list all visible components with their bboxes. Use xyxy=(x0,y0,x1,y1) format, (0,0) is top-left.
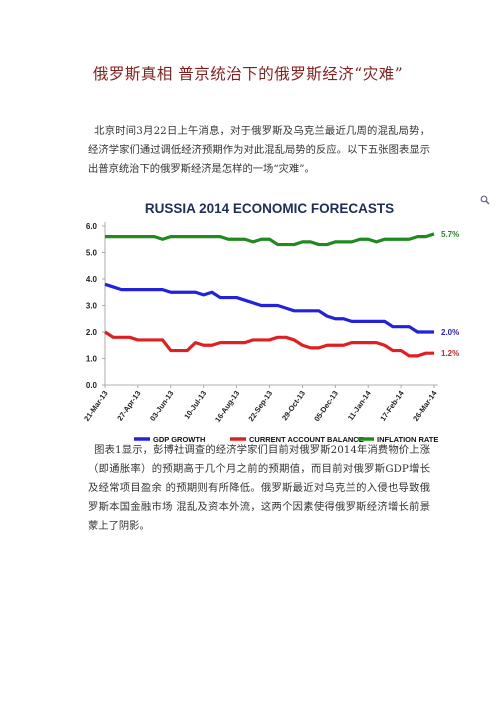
x-tick-label: 17-Feb-14 xyxy=(378,388,406,423)
x-tick-label: 22-Sep-13 xyxy=(246,389,274,423)
data-label: 1.2% xyxy=(441,349,459,358)
series-line xyxy=(104,330,434,358)
chart-title: RUSSIA 2014 ECONOMIC FORECASTS xyxy=(145,201,394,216)
paragraph: 北京时间3月22日上午消息，对于俄罗斯及乌克兰最近几周的混乱局势，经济学家们通过… xyxy=(88,125,430,175)
legend-item: CURRENT ACCOUNT BALANCE xyxy=(230,435,364,444)
legend-item: INFLATION RATE xyxy=(358,435,438,444)
series-line xyxy=(104,282,434,334)
y-tick-label: 1.0 xyxy=(86,355,98,364)
x-tick-label: 10-Jul-13 xyxy=(182,389,208,421)
legend-item: GDP GROWTH xyxy=(134,435,205,444)
x-tick-label: 29-Oct-13 xyxy=(280,389,307,422)
data-label: 2.0% xyxy=(441,328,459,337)
y-tick-label: 5.0 xyxy=(86,249,98,258)
paragraph: 图表1显示，彭博社调查的经济学家们目前对俄罗斯2014年消费物价上涨（即通胀率）… xyxy=(88,444,430,532)
x-tick-label: 21-Mar-13 xyxy=(82,389,109,423)
x-tick-label: 05-Dec-13 xyxy=(312,389,340,423)
chart: RUSSIA 2014 ECONOMIC FORECASTS 0.0 1.0 2.0 3… xyxy=(82,201,459,444)
x-tick-label: 11-Jan-14 xyxy=(346,388,373,422)
series-line xyxy=(105,232,435,247)
y-tick-label: 6.0 xyxy=(86,222,98,231)
y-tick-label: 4.0 xyxy=(86,275,98,284)
legend-label: GDP GROWTH xyxy=(153,435,205,444)
x-tick-label: 27-Apr-13 xyxy=(115,389,142,423)
zoom-icon[interactable] xyxy=(480,195,490,205)
x-tick-label: 03-Jun-13 xyxy=(148,389,175,423)
document-title: 俄罗斯真相 普京统治下的俄罗斯经济“灾难” xyxy=(92,65,404,83)
y-tick-label: 0.0 xyxy=(86,381,98,390)
x-tick-label: 26-Mar-14 xyxy=(411,388,439,423)
y-tick-label: 2.0 xyxy=(86,328,98,337)
data-label: 5.7% xyxy=(441,230,459,239)
legend-label: CURRENT ACCOUNT BALANCE xyxy=(249,435,364,444)
y-tick-label: 3.0 xyxy=(86,302,98,311)
legend-label: INFLATION RATE xyxy=(377,435,438,444)
x-tick-label: 16-Aug-13 xyxy=(213,389,241,424)
